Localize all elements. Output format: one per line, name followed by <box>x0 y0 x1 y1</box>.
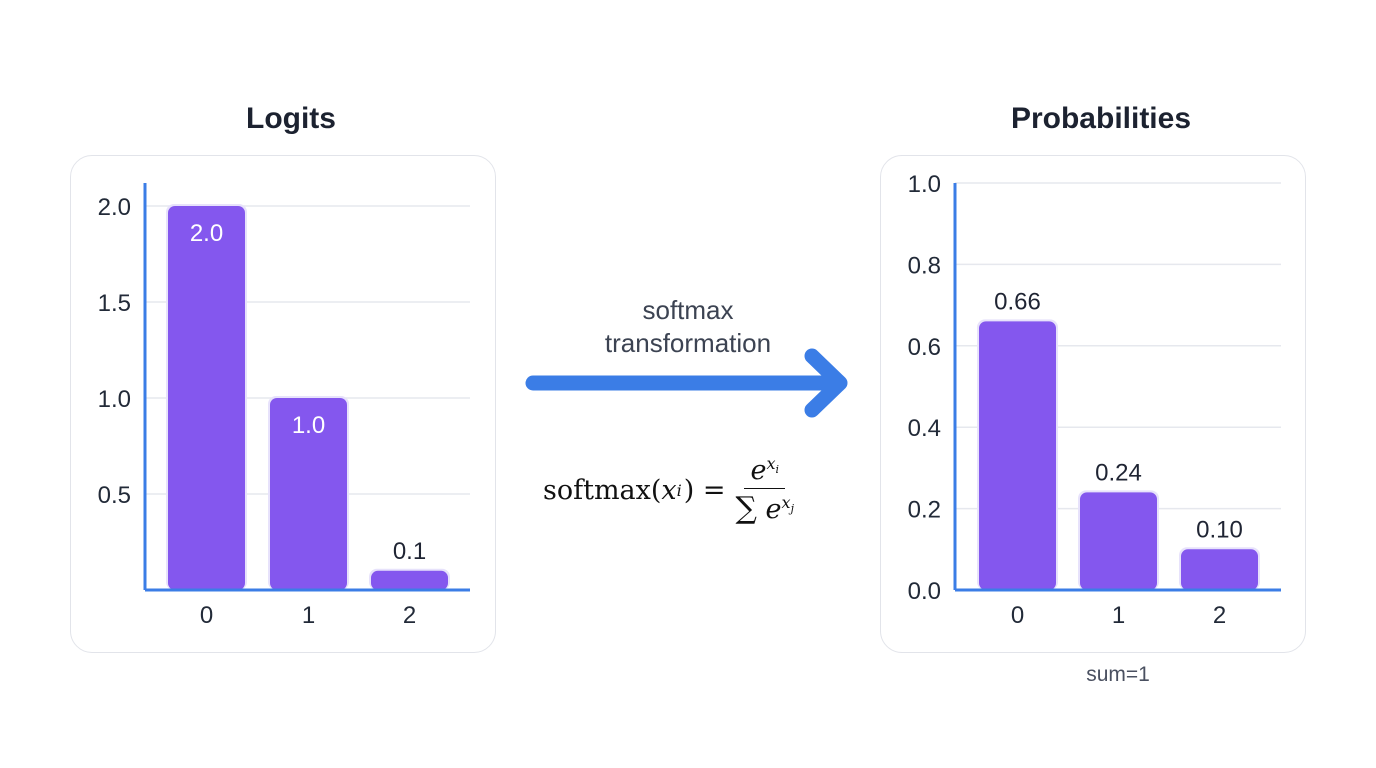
y-tick-label: 0.6 <box>908 334 941 361</box>
formula-var: x <box>661 474 677 506</box>
arrow-label-line1: softmax <box>642 295 734 325</box>
softmax-formula: softmax(x i) = exi ∑ exj <box>543 454 794 526</box>
x-tick-label: 0 <box>1011 602 1024 629</box>
bar <box>1080 492 1157 590</box>
x-tick-label: 0 <box>200 602 213 629</box>
logits-title: Logits <box>246 102 336 135</box>
x-tick-label: 2 <box>1213 602 1226 629</box>
y-tick-label: 0.2 <box>908 497 941 524</box>
formula-numerator: exi <box>744 454 786 489</box>
y-tick-label: 1.0 <box>908 171 941 198</box>
data-label: 0.24 <box>1095 459 1142 486</box>
bar <box>1181 549 1258 590</box>
x-tick-label: 2 <box>403 602 416 629</box>
y-tick-label: 0.8 <box>908 252 941 279</box>
probabilities-title: Probabilities <box>1010 102 1192 135</box>
bar <box>979 321 1056 590</box>
formula-denominator: ∑ exj <box>735 491 794 526</box>
formula-equals: ) = <box>683 474 726 506</box>
x-tick-label: 1 <box>302 602 315 629</box>
arrow-icon <box>525 348 848 418</box>
y-tick-label: 1.0 <box>98 386 131 413</box>
data-label: 0.1 <box>393 538 426 565</box>
bar <box>371 570 448 590</box>
formula-fraction: exi ∑ exj <box>736 454 794 526</box>
bar <box>168 206 245 590</box>
data-label: 2.0 <box>190 220 223 247</box>
formula-lhs: softmax( <box>543 474 662 506</box>
bar <box>270 398 347 590</box>
arrow-label: softmax transformation <box>538 294 838 360</box>
y-tick-label: 1.5 <box>98 290 131 317</box>
sum-note: sum=1 <box>1086 663 1150 686</box>
formula-sub: i <box>676 480 682 500</box>
x-tick-label: 1 <box>1112 602 1125 629</box>
data-label: 1.0 <box>292 412 325 439</box>
y-tick-label: 0.0 <box>908 578 941 605</box>
y-tick-label: 0.5 <box>98 482 131 509</box>
y-tick-label: 2.0 <box>98 194 131 221</box>
y-tick-label: 0.4 <box>908 415 941 442</box>
arrow-label-line2: transformation <box>604 328 772 358</box>
data-label: 0.10 <box>1196 516 1243 543</box>
data-label: 0.66 <box>994 288 1041 315</box>
